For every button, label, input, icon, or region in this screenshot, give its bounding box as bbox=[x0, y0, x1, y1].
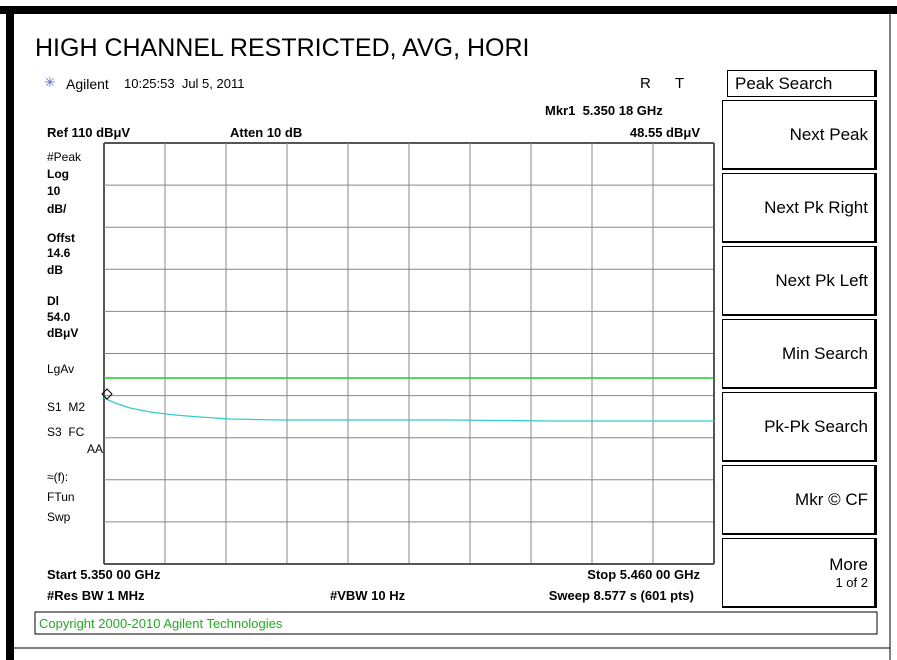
side-label: dBμV bbox=[47, 326, 79, 340]
t-flag: T bbox=[675, 75, 685, 92]
softkey[interactable]: Pk-Pk Search bbox=[722, 392, 877, 462]
ref-level: Ref 110 dBμV bbox=[47, 125, 131, 140]
plot-grid bbox=[103, 142, 715, 565]
softkey[interactable]: Next Pk Left bbox=[722, 246, 877, 316]
marker bbox=[101, 388, 113, 400]
side-label: Log bbox=[47, 167, 69, 181]
side-label: Offst bbox=[47, 231, 75, 245]
title: HIGH CHANNEL RESTRICTED, AVG, HORI bbox=[35, 34, 530, 62]
softkey-sub: 1 of 2 bbox=[835, 575, 868, 590]
softkey-label: Next Pk Right bbox=[764, 197, 868, 217]
softkey[interactable]: More 1 of 2 bbox=[722, 538, 877, 608]
softkey[interactable]: Next Peak bbox=[722, 100, 877, 170]
stop-freq: Stop 5.460 00 GHz bbox=[587, 567, 700, 582]
sweep: Sweep 8.577 s (601 pts) bbox=[548, 588, 694, 603]
side-label: dB bbox=[47, 263, 63, 277]
vbw: #VBW 10 Hz bbox=[330, 588, 406, 603]
side-label: ≈(f): bbox=[47, 470, 69, 484]
menu-title: Peak Search bbox=[727, 70, 877, 97]
status-bar bbox=[34, 611, 878, 635]
logo: ✳ bbox=[44, 74, 56, 90]
softkey-label: Next Pk Left bbox=[775, 270, 868, 290]
trace bbox=[103, 397, 714, 422]
marker-value: 48.55 dBμV bbox=[629, 125, 700, 140]
copyright: Copyright 2000-2010 Agilent Technologies bbox=[39, 616, 283, 631]
atten: Atten 10 dB bbox=[230, 125, 303, 140]
side-label: S1 M2 bbox=[47, 400, 86, 414]
side-label: dB/ bbox=[47, 202, 67, 216]
time: 10:25:53 Jul 5, 2011 bbox=[124, 76, 245, 91]
softkey-label: Pk-Pk Search bbox=[764, 416, 868, 436]
softkey[interactable]: Min Search bbox=[722, 319, 877, 389]
side-label: Swp bbox=[47, 510, 71, 524]
side-label: FTun bbox=[47, 490, 75, 504]
softkey-label: Min Search bbox=[782, 343, 868, 363]
side-label: Dl bbox=[47, 294, 59, 308]
side-label: 14.6 bbox=[47, 246, 71, 260]
side-label: S3 FC bbox=[47, 425, 85, 439]
softkey-label: Mkr © CF bbox=[795, 489, 868, 509]
start-freq: Start 5.350 00 GHz bbox=[47, 567, 161, 582]
side-label: AA bbox=[86, 442, 103, 456]
r-flag: R bbox=[640, 75, 651, 92]
softkey-label: More bbox=[829, 555, 868, 574]
res-bw: #Res BW 1 MHz bbox=[47, 588, 145, 603]
softkey[interactable]: Next Pk Right bbox=[722, 173, 877, 243]
side-label: 54.0 bbox=[47, 310, 71, 324]
softkey-label: Next Peak bbox=[789, 124, 868, 144]
side-label: 10 bbox=[47, 184, 61, 198]
softkey[interactable]: Mkr © CF bbox=[722, 465, 877, 535]
marker-freq: Mkr1 5.350 18 GHz bbox=[545, 103, 663, 118]
side-label: LgAv bbox=[47, 362, 75, 376]
side-label: #Peak bbox=[47, 150, 82, 164]
brand: Agilent bbox=[66, 76, 109, 92]
